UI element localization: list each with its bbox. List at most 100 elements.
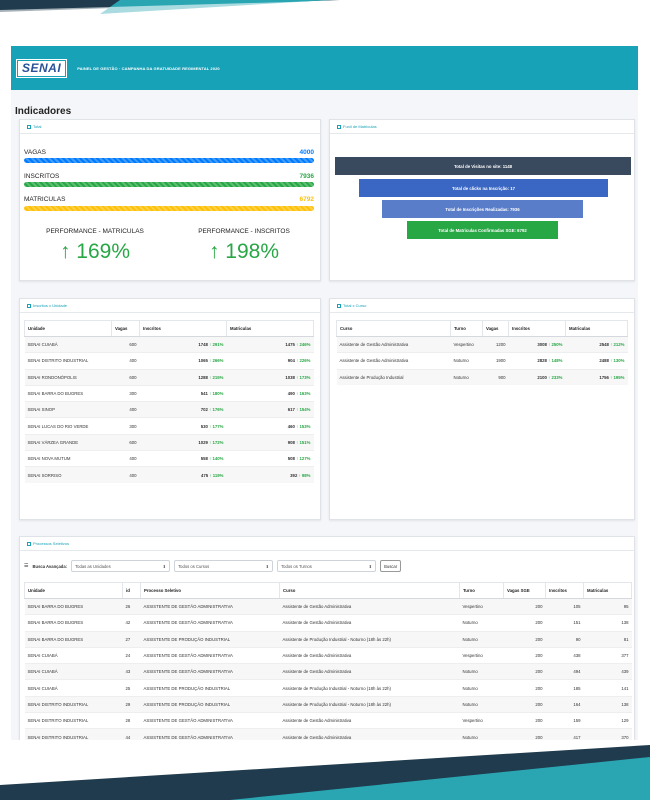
- unidade-card-title: Inscritos x Unidade: [33, 303, 68, 308]
- cell-curso: Assistente de Produção Industrial - Notu…: [279, 630, 460, 648]
- table-row[interactable]: SENAI CUIABÁ 43 ASSISTENTE DE GESTÃO ADMIN…: [24, 663, 632, 680]
- cell-matriculas: 908 ↑ 151%: [226, 433, 314, 451]
- cell-processo: ASSISTENTE DE GESTÃO ADMINISTRATIVA: [140, 646, 280, 664]
- table-row[interactable]: SENAI BARRA DO BUGRES 26 ASSISTENTE DE GES…: [24, 597, 632, 615]
- cell-vagas: 300: [111, 384, 140, 402]
- cell-inscritos-value: 1065: [198, 358, 208, 364]
- cell-processo: ASSISTENTE DE GESTÃO ADMINISTRATIVA: [140, 597, 280, 615]
- table-row[interactable]: SENAI BARRA DO BUGRES 300 541 ↑ 180% 490 ↑ …: [24, 384, 314, 402]
- col-unidade[interactable]: Unidade: [24, 582, 123, 599]
- cell-matriculas: 129: [583, 712, 632, 729]
- cell-inscritos-percent: ↑ 172%: [209, 439, 224, 445]
- unidades-select[interactable]: Todas as Unidades ⬍: [71, 560, 171, 572]
- cell-vagas-sge: 200: [503, 695, 546, 713]
- table-row[interactable]: SENAI BARRA DO BUGRES 27 ASSISTENTE DE PRO…: [24, 630, 632, 648]
- table-row[interactable]: Assistente de Gestão Administrativa Vespe…: [336, 335, 628, 353]
- table-row[interactable]: SENAI DISTRITO INDUSTRIAL 28 ASSISTENTE DE…: [24, 712, 632, 729]
- cell-inscritos: 3008 ↑ 250%: [508, 335, 566, 353]
- col-inscritos[interactable]: Inscritos: [545, 582, 584, 599]
- cursos-select[interactable]: Todos os Cursos ⬍: [174, 560, 274, 572]
- cell-curso: Assistente de Produção Industrial: [336, 368, 451, 386]
- cell-processo: ASSISTENTE DE GESTÃO ADMINISTRATIVA: [140, 712, 280, 729]
- col-matriculas[interactable]: Matriculas: [583, 582, 632, 599]
- col-turno[interactable]: Turno: [459, 582, 504, 599]
- cell-turno: Vespertino: [450, 335, 483, 353]
- perf-matriculas-label: PERFORMANCE - MATRICULAS: [46, 228, 144, 235]
- col-vagas[interactable]: Vagas: [111, 320, 140, 337]
- cell-unidade: SENAI CUIABÁ: [24, 679, 123, 697]
- cell-vagas: 400: [111, 352, 140, 370]
- cell-inscritos: 164: [545, 695, 584, 713]
- table-row[interactable]: SENAI DISTRITO INDUSTRIAL 29 ASSISTENTE DE…: [24, 695, 632, 713]
- cell-inscritos: 475 ↑ 119%: [139, 466, 227, 484]
- table-row[interactable]: SENAI DISTRITO INDUSTRIAL 44 ASSISTENTE DE…: [24, 728, 632, 740]
- cell-matriculas: 1756 ↑ 195%: [565, 368, 628, 386]
- cell-inscritos-percent: ↑ 140%: [209, 456, 224, 462]
- col-matriculas[interactable]: Matriculas: [565, 320, 628, 337]
- chevron-down-icon: ⬍: [265, 563, 270, 569]
- cell-turno: Vespertino: [459, 646, 504, 664]
- col-processo[interactable]: Processo Seletivo: [140, 582, 280, 599]
- cell-matriculas-percent: ↑ 127%: [296, 456, 311, 462]
- cell-processo: ASSISTENTE DE PRODUÇÃO INDUSTRIAL: [140, 695, 280, 713]
- cell-curso: Assistente de Gestão Administrativa: [279, 728, 460, 740]
- cell-matriculas-percent: ↑ 130%: [610, 358, 625, 364]
- col-inscritos[interactable]: Inscritos: [139, 320, 227, 337]
- col-id[interactable]: id: [122, 582, 141, 599]
- col-inscritos[interactable]: Inscritos: [508, 320, 566, 337]
- funnel-card-header: Funil de Matriculas: [330, 120, 634, 134]
- col-unidade[interactable]: Unidade: [24, 320, 112, 337]
- app-title: PAINEL DE GESTÃO · CAMPANHA DA GRATUIDAD…: [77, 65, 220, 71]
- cell-inscritos: 1288 ↑ 215%: [139, 368, 227, 386]
- table-row[interactable]: SENAI BARRA DO BUGRES 42 ASSISTENTE DE GES…: [24, 614, 632, 632]
- cell-matriculas: 904 ↑ 226%: [226, 352, 314, 370]
- col-vagas[interactable]: Vagas: [482, 320, 509, 337]
- page-title: Indicadores: [15, 106, 72, 117]
- cell-turno: Noturno: [459, 728, 504, 740]
- col-vagas-sge[interactable]: Vagas SGE: [503, 582, 546, 599]
- col-curso[interactable]: Curso: [279, 582, 460, 599]
- table-row[interactable]: SENAI LUCAS DO RIO VERDE 300 530 ↑ 177% 460…: [24, 417, 314, 435]
- table-row[interactable]: Assistente de Produção Industrial Noturno…: [336, 368, 628, 386]
- cell-inscritos: 90: [545, 630, 584, 648]
- cell-matriculas-value: 2488: [599, 358, 609, 364]
- col-curso[interactable]: Curso: [336, 320, 451, 337]
- table-row[interactable]: SENAI CUIABÁ 24 ASSISTENTE DE GESTÃO ADMIN…: [24, 646, 632, 664]
- col-turno[interactable]: Turno: [450, 320, 483, 337]
- cell-unidade: SENAI BARRA DO BUGRES: [24, 384, 112, 402]
- table-row[interactable]: SENAI SINOP 400 702 ↑ 176% 617 ↑ 154%: [24, 401, 314, 418]
- cell-turno: Noturno: [459, 695, 504, 713]
- unidade-table: Unidade Vagas Inscritos Matriculas SENAI…: [24, 320, 314, 484]
- cell-unidade: SENAI VÁRZEA GRANDE: [24, 433, 112, 451]
- table-row[interactable]: Assistente de Gestão Administrativa Notur…: [336, 352, 628, 370]
- cell-matriculas-value: 1475: [285, 342, 295, 348]
- vagas-bar: [24, 158, 314, 163]
- turnos-select[interactable]: Todos os Turnos ⬍: [277, 560, 377, 572]
- cell-inscritos-value: 1288: [198, 374, 208, 380]
- funnel-card-title: Funil de Matriculas: [343, 124, 377, 129]
- buscar-button[interactable]: Buscar: [380, 560, 402, 572]
- top-navbar: SENAI PAINEL DE GESTÃO · CAMPANHA DA GRA…: [11, 46, 638, 90]
- table-row[interactable]: SENAI CUIABÁ 600 1748 ↑ 291% 1475 ↑ 246%: [24, 335, 314, 353]
- table-row[interactable]: SENAI SORRISO 400 475 ↑ 119% 392 ↑ 98%: [24, 466, 314, 484]
- cell-vagas-sge: 200: [503, 712, 546, 729]
- cell-turno: Noturno: [450, 368, 483, 386]
- cell-matriculas: 392 ↑ 98%: [226, 466, 314, 484]
- total-card: Total VAGAS 4000 INSCRITOS 7936 MATRICUL…: [19, 119, 321, 281]
- cell-matriculas-value: 617: [287, 407, 295, 413]
- top-decoration: [0, 0, 360, 30]
- table-row[interactable]: SENAI DISTRITO INDUSTRIAL 400 1065 ↑ 266% 9…: [24, 352, 314, 370]
- col-matriculas[interactable]: Matriculas: [226, 320, 314, 337]
- table-row[interactable]: SENAI RONDONÓPOLIS 600 1288 ↑ 215% 1038 ↑ 1…: [24, 368, 314, 386]
- table-row[interactable]: SENAI CUIABÁ 25 ASSISTENTE DE PRODUÇÃO IND…: [24, 679, 632, 697]
- filter-bar: ☰ Busca Avançada: Todas as Unidades ⬍ Tod…: [24, 560, 402, 572]
- cell-curso: Assistente de Gestão Administrativa: [279, 614, 460, 632]
- senai-logo[interactable]: SENAI: [16, 58, 68, 78]
- cell-turno: Vespertino: [459, 712, 504, 729]
- cell-inscritos: 1748 ↑ 291%: [139, 335, 227, 353]
- cell-matriculas: 81: [583, 630, 632, 648]
- table-row[interactable]: SENAI VÁRZEA GRANDE 600 1029 ↑ 172% 908 ↑ 1…: [24, 433, 314, 451]
- table-row[interactable]: SENAI NOVA MUTUM 400 558 ↑ 140% 508 ↑ 127%: [24, 450, 314, 467]
- cell-inscritos: 105: [545, 597, 584, 615]
- cell-matriculas-percent: ↑ 246%: [296, 342, 311, 348]
